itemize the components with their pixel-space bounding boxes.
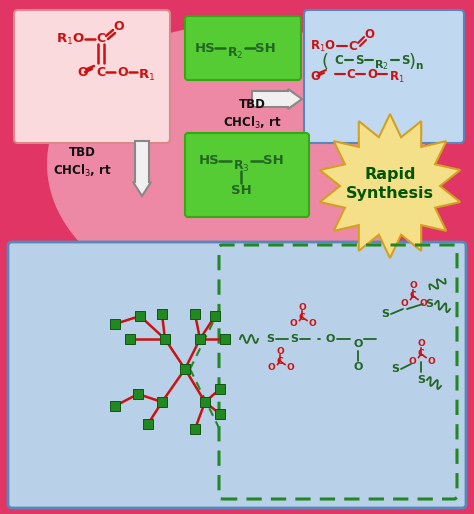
- Text: S: S: [391, 364, 399, 374]
- Text: TBD: TBD: [238, 98, 265, 111]
- Text: R$_2$: R$_2$: [374, 58, 388, 72]
- Bar: [143, 419, 153, 429]
- FancyBboxPatch shape: [185, 16, 301, 80]
- Text: R$_1$O: R$_1$O: [310, 39, 336, 53]
- Text: O: O: [409, 282, 417, 290]
- Bar: [110, 401, 120, 411]
- Text: S: S: [290, 334, 298, 344]
- Text: S: S: [417, 375, 425, 385]
- Bar: [210, 311, 220, 321]
- Text: C: C: [299, 313, 305, 321]
- Bar: [133, 389, 143, 399]
- Bar: [157, 397, 167, 407]
- Text: C: C: [96, 32, 106, 46]
- Text: S: S: [266, 334, 274, 344]
- FancyBboxPatch shape: [14, 10, 170, 143]
- Text: O: O: [286, 363, 294, 373]
- Text: O: O: [78, 65, 88, 79]
- Bar: [215, 384, 225, 394]
- Text: R$_3$: R$_3$: [233, 158, 249, 174]
- Text: O: O: [289, 320, 297, 328]
- Text: O: O: [408, 357, 416, 365]
- Bar: [135, 311, 145, 321]
- Text: O: O: [276, 346, 284, 356]
- Bar: [110, 319, 120, 329]
- Text: O: O: [367, 67, 377, 81]
- Text: (: (: [321, 53, 328, 71]
- Bar: [220, 334, 230, 344]
- Text: O: O: [118, 65, 128, 79]
- Text: O: O: [400, 299, 408, 307]
- Text: O: O: [114, 21, 124, 33]
- Text: O: O: [364, 28, 374, 41]
- Bar: [157, 309, 167, 319]
- Text: O: O: [427, 357, 435, 365]
- Text: S: S: [381, 309, 389, 319]
- Bar: [190, 309, 200, 319]
- Text: O: O: [325, 334, 335, 344]
- Text: S: S: [401, 53, 409, 66]
- Text: HS: HS: [199, 155, 219, 168]
- Text: TBD: TBD: [69, 146, 95, 159]
- Text: C: C: [346, 67, 356, 81]
- Text: O: O: [353, 339, 363, 349]
- Text: Rapid
Synthesis: Rapid Synthesis: [346, 167, 434, 201]
- Text: O: O: [417, 340, 425, 348]
- Text: C: C: [418, 350, 424, 358]
- Text: C: C: [410, 291, 416, 301]
- Bar: [125, 334, 135, 344]
- Bar: [195, 334, 205, 344]
- Text: HS: HS: [195, 42, 215, 54]
- Bar: [200, 397, 210, 407]
- FancyBboxPatch shape: [8, 242, 466, 508]
- Text: R$_1$O: R$_1$O: [56, 31, 86, 47]
- Polygon shape: [320, 114, 460, 258]
- Text: CHCl$_3$, rt: CHCl$_3$, rt: [53, 163, 111, 179]
- Text: SH: SH: [231, 185, 251, 197]
- Ellipse shape: [47, 24, 427, 304]
- Text: O: O: [310, 69, 320, 83]
- Text: O: O: [353, 362, 363, 372]
- Text: O: O: [267, 363, 275, 373]
- Bar: [180, 364, 190, 374]
- Bar: [160, 334, 170, 344]
- Text: O: O: [419, 299, 427, 307]
- FancyBboxPatch shape: [185, 133, 309, 217]
- Bar: [215, 409, 225, 419]
- FancyBboxPatch shape: [304, 10, 464, 143]
- Text: R$_1$: R$_1$: [138, 67, 155, 83]
- Text: R$_1$: R$_1$: [389, 69, 405, 84]
- Text: O: O: [298, 303, 306, 311]
- Text: SH: SH: [263, 155, 283, 168]
- Text: ): ): [409, 53, 416, 71]
- Text: O: O: [308, 320, 316, 328]
- FancyArrow shape: [133, 141, 151, 196]
- Text: SH: SH: [255, 42, 275, 54]
- Text: S: S: [425, 299, 433, 309]
- Text: C: C: [348, 40, 357, 52]
- Bar: [190, 424, 200, 434]
- FancyArrow shape: [252, 89, 302, 109]
- Text: R$_2$: R$_2$: [227, 45, 243, 61]
- Text: S: S: [355, 53, 363, 66]
- Text: C: C: [277, 357, 283, 365]
- Text: n: n: [415, 61, 423, 71]
- Text: C: C: [96, 65, 106, 79]
- Text: CHCl$_3$, rt: CHCl$_3$, rt: [223, 115, 281, 131]
- Text: C: C: [335, 53, 343, 66]
